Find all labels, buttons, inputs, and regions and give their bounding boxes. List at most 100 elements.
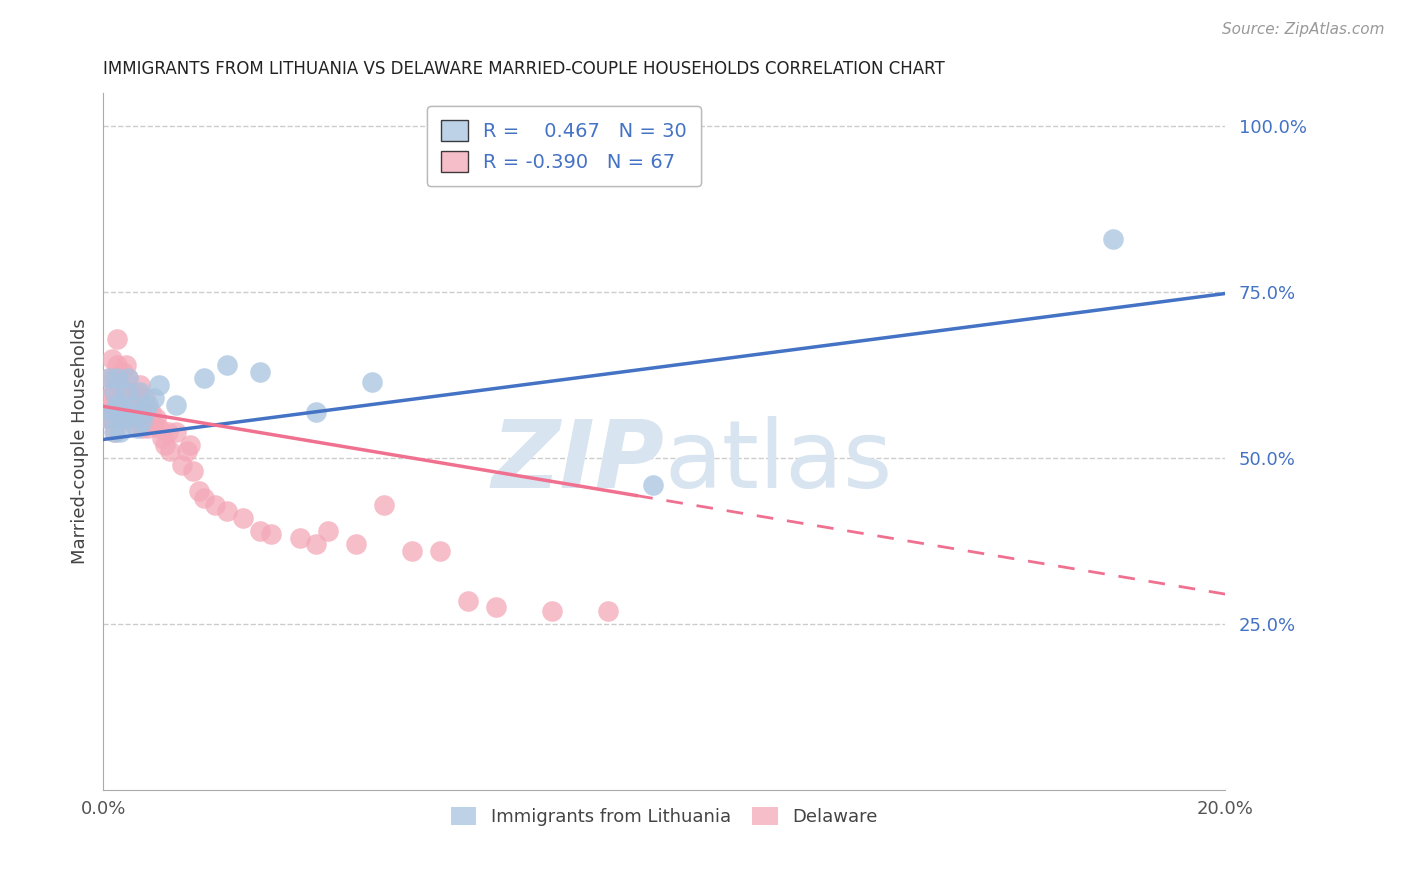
Point <box>128 384 150 399</box>
Point <box>139 404 162 418</box>
Point <box>316 524 339 538</box>
Point <box>108 398 131 412</box>
Point <box>120 404 142 418</box>
Point <box>156 425 179 439</box>
Point <box>187 484 209 499</box>
Point <box>115 398 138 412</box>
Point <box>105 358 128 372</box>
Point <box>134 392 156 406</box>
Point <box>103 384 125 399</box>
Point <box>100 404 122 418</box>
Point <box>204 498 226 512</box>
Point <box>401 544 423 558</box>
Point <box>232 510 254 524</box>
Point <box>361 375 384 389</box>
Point <box>111 365 134 379</box>
Point <box>105 371 128 385</box>
Point <box>159 444 181 458</box>
Point <box>153 438 176 452</box>
Point <box>142 392 165 406</box>
Point <box>103 404 125 418</box>
Point <box>114 384 136 399</box>
Point <box>305 537 328 551</box>
Point <box>111 411 134 425</box>
Point <box>541 604 564 618</box>
Point <box>134 404 156 418</box>
Point <box>429 544 451 558</box>
Point <box>108 404 131 418</box>
Point <box>128 378 150 392</box>
Point <box>97 371 120 385</box>
Point <box>108 398 131 412</box>
Point <box>117 371 139 385</box>
Point <box>108 378 131 392</box>
Point <box>110 411 132 425</box>
Text: ZIP: ZIP <box>492 417 664 508</box>
Point <box>103 425 125 439</box>
Text: atlas: atlas <box>664 417 893 508</box>
Point <box>373 498 395 512</box>
Point <box>105 371 128 385</box>
Point <box>179 438 201 452</box>
Point <box>641 477 664 491</box>
Point <box>131 404 153 418</box>
Point <box>104 425 127 439</box>
Point <box>148 421 170 435</box>
Point <box>117 371 139 385</box>
Point <box>131 415 153 429</box>
Point <box>100 398 122 412</box>
Point <box>114 404 136 418</box>
Point <box>131 421 153 435</box>
Point <box>215 504 238 518</box>
Point <box>122 417 145 432</box>
Point <box>344 537 367 551</box>
Point <box>120 404 142 418</box>
Point <box>105 398 128 412</box>
Point <box>305 404 328 418</box>
Point <box>165 425 187 439</box>
Point <box>114 384 136 399</box>
Point <box>117 411 139 425</box>
Point <box>457 594 479 608</box>
Point <box>136 421 159 435</box>
Point <box>1102 232 1125 246</box>
Point <box>260 527 283 541</box>
Point <box>145 411 167 425</box>
Point <box>97 371 120 385</box>
Point <box>288 531 311 545</box>
Point <box>181 464 204 478</box>
Point <box>249 365 271 379</box>
Point <box>215 358 238 372</box>
Point <box>249 524 271 538</box>
Point <box>170 458 193 472</box>
Point <box>176 444 198 458</box>
Point <box>103 371 125 385</box>
Point <box>485 600 508 615</box>
Point <box>105 332 128 346</box>
Point <box>148 378 170 392</box>
Text: Source: ZipAtlas.com: Source: ZipAtlas.com <box>1222 22 1385 37</box>
Text: IMMIGRANTS FROM LITHUANIA VS DELAWARE MARRIED-COUPLE HOUSEHOLDS CORRELATION CHAR: IMMIGRANTS FROM LITHUANIA VS DELAWARE MA… <box>103 60 945 78</box>
Point <box>125 384 148 399</box>
Point <box>125 421 148 435</box>
Point <box>150 431 173 445</box>
Legend: Immigrants from Lithuania, Delaware: Immigrants from Lithuania, Delaware <box>444 799 884 833</box>
Point <box>122 398 145 412</box>
Point <box>100 351 122 366</box>
Point <box>136 398 159 412</box>
Point <box>120 398 142 412</box>
Point <box>108 425 131 439</box>
Point <box>97 411 120 425</box>
Point <box>165 398 187 412</box>
Point <box>98 411 121 425</box>
Point <box>103 384 125 399</box>
Point <box>193 371 215 385</box>
Point <box>120 384 142 399</box>
Point <box>114 358 136 372</box>
Point <box>193 491 215 505</box>
Point <box>97 392 120 406</box>
Point <box>114 411 136 425</box>
Point <box>598 604 620 618</box>
Y-axis label: Married-couple Households: Married-couple Households <box>72 318 89 565</box>
Point <box>125 411 148 425</box>
